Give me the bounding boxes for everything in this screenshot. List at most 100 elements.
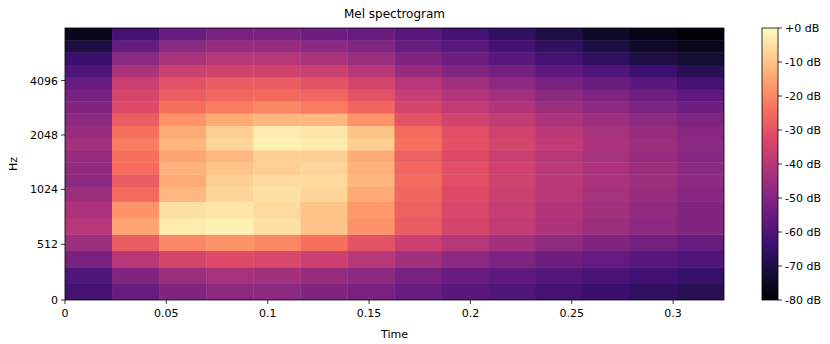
heatmap-cell (394, 218, 442, 235)
heatmap-cell (489, 138, 536, 151)
heatmap-cell (112, 150, 159, 163)
heatmap-cell (442, 150, 489, 163)
heatmap-cell (583, 174, 630, 187)
y-tick (61, 300, 65, 301)
colorbar-tick-label: -50 dB (785, 192, 821, 205)
heatmap-cell (347, 138, 394, 151)
heatmap-cell (206, 65, 253, 78)
colorbar-tick (778, 96, 782, 97)
heatmap-cell (65, 28, 112, 41)
colorbar-tick (778, 130, 782, 131)
x-tick (166, 300, 167, 304)
heatmap-cell (159, 234, 207, 251)
heatmap-cell (583, 126, 630, 139)
chart-title: Mel spectrogram (344, 7, 445, 21)
heatmap-cell (677, 89, 724, 102)
heatmap-cell (159, 174, 207, 187)
heatmap-cell (630, 187, 678, 202)
heatmap-cell (112, 218, 159, 235)
heatmap-cell (65, 187, 112, 202)
heatmap-cell (677, 162, 724, 175)
heatmap-cell (206, 150, 253, 163)
heatmap-cell (583, 234, 630, 251)
heatmap-cell (583, 113, 630, 126)
heatmap-cell (253, 234, 300, 251)
heatmap-cell (347, 126, 394, 139)
heatmap-cell (489, 218, 536, 235)
heatmap-cell (677, 174, 724, 187)
heatmap-cell (159, 218, 207, 235)
heatmap-cell (583, 65, 630, 78)
heatmap-cell (677, 218, 724, 235)
heatmap-cell (489, 52, 536, 65)
heatmap-cell (300, 267, 347, 284)
heatmap-cell (630, 101, 678, 114)
heatmap-cell (206, 52, 253, 65)
heatmap-cell (65, 218, 112, 235)
heatmap-cell (442, 28, 489, 41)
heatmap-cell (347, 40, 394, 53)
heatmap-cell (489, 174, 536, 187)
heatmap-cell (347, 284, 394, 300)
heatmap-cell (394, 267, 442, 284)
colorbar-tick (778, 198, 782, 199)
heatmap-cell (630, 267, 678, 284)
x-tick (571, 300, 572, 304)
heatmap-cell (536, 65, 583, 78)
colorbar-tick-label: -20 dB (785, 90, 821, 103)
heatmap-cell (347, 101, 394, 114)
heatmap-cell (112, 89, 159, 102)
heatmap-cell (536, 126, 583, 139)
heatmap-cell (347, 52, 394, 65)
heatmap-cell (347, 234, 394, 251)
heatmap-cell (394, 113, 442, 126)
heatmap-cell (347, 202, 394, 219)
heatmap-cell (677, 28, 724, 41)
heatmap-cell (536, 187, 583, 202)
heatmap-cell (159, 126, 207, 139)
heatmap-cell (394, 52, 442, 65)
heatmap-cell (442, 187, 489, 202)
heatmap-cell (394, 150, 442, 163)
heatmap-cell (206, 77, 253, 90)
heatmap-cell (159, 150, 207, 163)
heatmap-cell (65, 113, 112, 126)
heatmap-cell (536, 234, 583, 251)
heatmap-cell (536, 52, 583, 65)
heatmap-cell (253, 187, 300, 202)
heatmap-cell (300, 138, 347, 151)
heatmap-cell (206, 234, 253, 251)
heatmap-cell (65, 52, 112, 65)
heatmap-cell (347, 89, 394, 102)
heatmap-cell (159, 40, 207, 53)
heatmap-cell (583, 101, 630, 114)
heatmap-cell (112, 65, 159, 78)
heatmap-cell (65, 284, 112, 300)
heatmap-cell (489, 251, 536, 268)
heatmap-cell (583, 138, 630, 151)
heatmap-cell (347, 251, 394, 268)
heatmap-cell (206, 174, 253, 187)
heatmap-cell (630, 284, 678, 300)
y-axis-title: Hz (7, 157, 20, 171)
heatmap-cell (159, 113, 207, 126)
heatmap-cell (159, 162, 207, 175)
chart: 00.050.10.150.20.250.30512102420484096Me… (0, 0, 830, 344)
colorbar-tick-label: -40 dB (785, 158, 821, 171)
heatmap-cell (536, 174, 583, 187)
heatmap-cell (536, 202, 583, 219)
heatmap-cell (347, 162, 394, 175)
heatmap-cell (394, 284, 442, 300)
heatmap-cell (206, 28, 253, 41)
heatmap-cell (489, 234, 536, 251)
x-tick-label: 0.1 (259, 307, 277, 320)
heatmap-cell (630, 89, 678, 102)
heatmap-cell (677, 187, 724, 202)
heatmap-cell (65, 162, 112, 175)
heatmap-cell (112, 138, 159, 151)
heatmap-cell (630, 40, 678, 53)
heatmap-cell (630, 113, 678, 126)
heatmap-cell (630, 174, 678, 187)
heatmap-cell (536, 138, 583, 151)
heatmap-cell (536, 150, 583, 163)
